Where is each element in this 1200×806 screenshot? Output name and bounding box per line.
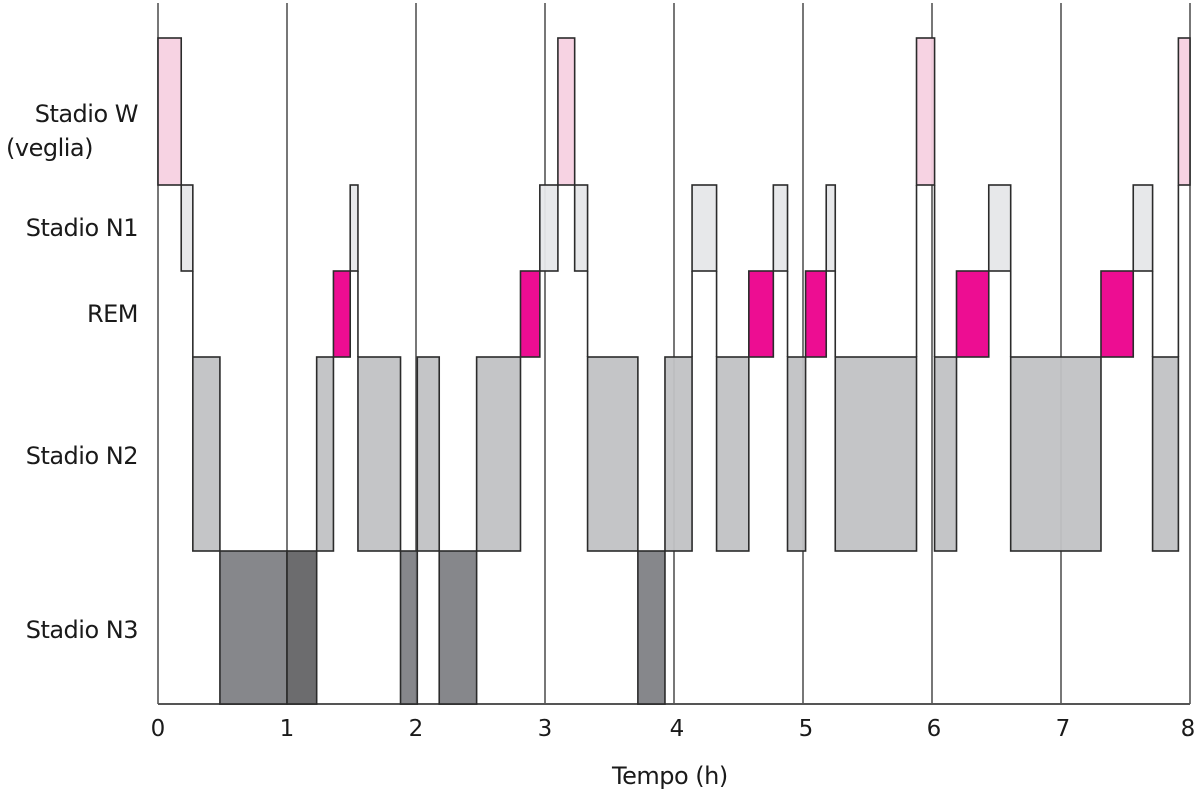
y-label-rem: REM bbox=[86, 300, 139, 328]
segment-n2 bbox=[357, 356, 402, 552]
segment-n2 bbox=[1009, 356, 1102, 552]
segment-n3 bbox=[286, 550, 318, 705]
segment-n2 bbox=[664, 356, 693, 552]
segment-n2 bbox=[834, 356, 918, 552]
segment-n1 bbox=[349, 184, 359, 272]
segment-n1 bbox=[987, 184, 1012, 272]
segment-n3 bbox=[637, 550, 666, 705]
segment-n2 bbox=[475, 356, 522, 552]
x-tick-3: 3 bbox=[537, 716, 553, 742]
segment-n2 bbox=[786, 356, 807, 552]
segment-rem bbox=[1100, 270, 1135, 358]
segment-n1 bbox=[573, 184, 589, 272]
segment-n3 bbox=[219, 550, 288, 705]
x-tick-1: 1 bbox=[279, 716, 295, 742]
segment-n1 bbox=[1132, 184, 1154, 272]
segment-rem bbox=[748, 270, 775, 358]
segment-w bbox=[157, 37, 183, 186]
segment-n1 bbox=[772, 184, 789, 272]
segment-w bbox=[915, 37, 936, 186]
segment-n2 bbox=[586, 356, 639, 552]
x-tick-8: 8 bbox=[1180, 716, 1196, 742]
y-label-stage-n3: Stadio N3 bbox=[25, 616, 139, 644]
segment-n2 bbox=[1151, 356, 1180, 552]
x-tick-0: 0 bbox=[150, 716, 166, 742]
segment-n2 bbox=[933, 356, 958, 552]
segment-n3 bbox=[399, 550, 419, 705]
y-label-stage-w-line1: Stadio W bbox=[34, 100, 139, 128]
y-label-stage-n2: Stadio N2 bbox=[25, 442, 139, 470]
x-tick-5: 5 bbox=[798, 716, 814, 742]
segment-n1 bbox=[825, 184, 837, 272]
segment-n2 bbox=[416, 356, 441, 552]
segment-n1 bbox=[539, 184, 559, 272]
x-tick-4: 4 bbox=[669, 716, 685, 742]
segment-rem bbox=[804, 270, 828, 358]
segment-n2 bbox=[315, 356, 335, 552]
x-axis-title: Tempo (h) bbox=[612, 762, 728, 790]
y-label-stage-w: Stadio W (veglia) bbox=[0, 97, 139, 165]
segment-w bbox=[1177, 37, 1191, 186]
segment-n1 bbox=[691, 184, 718, 272]
segment-n2 bbox=[715, 356, 750, 552]
x-tick-2: 2 bbox=[408, 716, 424, 742]
segment-rem bbox=[955, 270, 990, 358]
segment-w bbox=[557, 37, 576, 186]
segment-n1 bbox=[180, 184, 194, 272]
y-label-stage-n1: Stadio N1 bbox=[25, 214, 139, 242]
segment-n2 bbox=[192, 356, 221, 552]
x-tick-6: 6 bbox=[926, 716, 942, 742]
x-tick-7: 7 bbox=[1055, 716, 1071, 742]
segment-n3 bbox=[438, 550, 478, 705]
segment-rem bbox=[519, 270, 541, 358]
y-label-stage-w-line2: (veglia) bbox=[6, 134, 93, 162]
segment-rem bbox=[332, 270, 352, 358]
